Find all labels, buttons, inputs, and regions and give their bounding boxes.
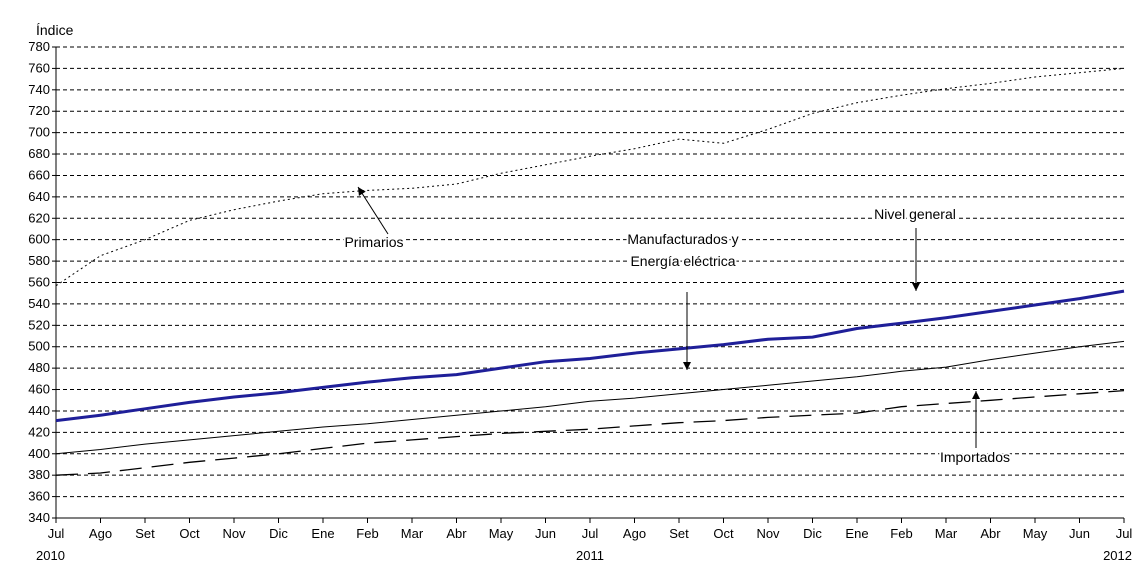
y-tick-label: 540 [28, 296, 50, 311]
series-line-3 [55, 389, 1125, 476]
y-tick-label: 380 [28, 467, 50, 482]
x-year-label: 2011 [576, 548, 604, 563]
x-tick-label: Oct [179, 526, 200, 541]
series-line-0 [55, 289, 1125, 423]
x-tick-label: Ene [311, 526, 334, 541]
y-tick-label: 500 [28, 339, 50, 354]
series-line-2 [55, 340, 1125, 455]
x-tick-label: May [1023, 526, 1048, 541]
y-tick-label: 560 [28, 275, 50, 290]
y-tick-label: 400 [28, 446, 50, 461]
y-tick-label: 760 [28, 60, 50, 75]
annotation-arrowhead [683, 362, 691, 370]
y-tick-label: 660 [28, 167, 50, 182]
x-tick-label: Mar [401, 526, 424, 541]
axes [52, 46, 1125, 523]
y-tick-label: 420 [28, 424, 50, 439]
x-tick-label: Nov [222, 526, 246, 541]
x-tick-label: Oct [713, 526, 734, 541]
x-tick-label: Feb [356, 526, 378, 541]
annotation-arrow [357, 186, 389, 235]
annotation-arrowhead [912, 283, 920, 291]
x-tick-label: Ago [89, 526, 112, 541]
x-tick-label: Abr [446, 526, 467, 541]
y-axis-label: Índice [36, 22, 74, 38]
annotation-arrowhead [972, 391, 980, 399]
annotation-label: Primarios [344, 234, 403, 250]
x-tick-label: Ago [623, 526, 646, 541]
y-tick-label: 340 [28, 510, 50, 525]
y-tick-label: 620 [28, 210, 50, 225]
y-tick-label: 480 [28, 360, 50, 375]
y-tick-label: 360 [28, 489, 50, 504]
x-year-label: 2010 [36, 548, 65, 563]
x-tick-label: Jul [582, 526, 599, 541]
y-tick-label: 440 [28, 403, 50, 418]
x-tick-label: Abr [980, 526, 1001, 541]
annotation-label: Manufacturados y [627, 231, 738, 247]
annotations: Primarios Manufacturados y Energía eléctri… [342, 186, 1012, 467]
x-tick-labels: Jul Ago Set Oct Nov Dic Ene Feb Mar Abr May Jun Jul A… [36, 526, 1132, 563]
annotation-label: Energía eléctrica [630, 253, 735, 269]
x-tick-label: Dic [269, 526, 288, 541]
x-tick-label: Dic [803, 526, 822, 541]
y-tick-label: 640 [28, 189, 50, 204]
y-tick-label: 520 [28, 317, 50, 332]
y-tick-label: 600 [28, 232, 50, 247]
x-tick-label: Jun [1069, 526, 1090, 541]
x-tick-label: Ene [845, 526, 868, 541]
y-tick-label: 680 [28, 146, 50, 161]
series-lines [55, 67, 1125, 476]
x-year-label: 2012 [1103, 548, 1132, 563]
y-tick-label: 580 [28, 253, 50, 268]
x-tick-label: Jul [1116, 526, 1133, 541]
y-tick-label: 460 [28, 382, 50, 397]
x-tick-label: May [489, 526, 514, 541]
annotation-label: Importados [940, 449, 1010, 465]
x-tick-label: Jul [48, 526, 65, 541]
grid-lines [56, 46, 1124, 498]
x-tick-label: Mar [935, 526, 958, 541]
y-tick-labels: 340 360 380 400 420 440 460 480 500 520 540 560 580 6… [28, 39, 50, 525]
x-tick-label: Nov [756, 526, 780, 541]
annotation-arrowhead [358, 187, 366, 196]
series-line-1 [55, 67, 1125, 287]
y-tick-label: 700 [28, 125, 50, 140]
annotation-label: Nivel general [874, 206, 956, 222]
x-tick-label: Feb [890, 526, 912, 541]
y-tick-label: 740 [28, 82, 50, 97]
y-tick-label: 720 [28, 103, 50, 118]
x-tick-label: Jun [535, 526, 556, 541]
x-tick-label: Set [135, 526, 155, 541]
y-tick-label: 780 [28, 39, 50, 54]
x-tick-label: Set [669, 526, 689, 541]
